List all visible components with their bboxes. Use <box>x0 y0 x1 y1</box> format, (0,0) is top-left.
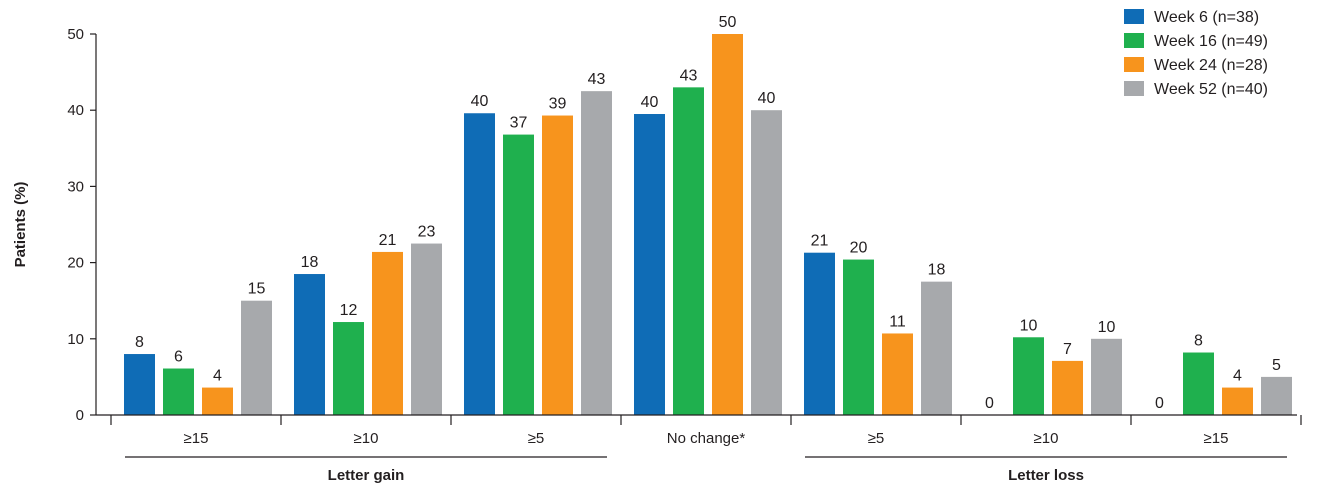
bar-3-2 <box>372 251 403 415</box>
legend-swatch-3 <box>1124 57 1144 72</box>
data-label-1-4: 40 <box>641 94 659 111</box>
data-label-4-6: 10 <box>1098 319 1116 336</box>
bar-3-4 <box>712 34 743 415</box>
y-axis-title: Patients (%) <box>12 182 29 268</box>
legend-label-2: Week 16 (n=49) <box>1154 33 1268 50</box>
data-label-1-3: 40 <box>471 93 489 110</box>
bar-1-2 <box>294 274 325 415</box>
data-label-2-4: 43 <box>680 67 698 84</box>
bar-1-5 <box>804 252 835 415</box>
group-label-2: Letter loss <box>1008 467 1084 484</box>
bar-3-5 <box>882 333 913 415</box>
x-tick-label-5: ≥5 <box>868 430 885 447</box>
bar-2-6 <box>1013 337 1044 415</box>
bar-4-1 <box>241 300 272 415</box>
data-label-4-7: 5 <box>1272 357 1281 374</box>
legend: Week 6 (n=38) Week 16 (n=49) Week 24 (n=28… <box>1124 9 1268 98</box>
bar-2-5 <box>843 259 874 415</box>
y-tick-label-1: 0 <box>76 407 84 424</box>
data-label-3-3: 39 <box>549 96 567 113</box>
data-label-2-5: 20 <box>850 240 868 257</box>
legend-swatch-4 <box>1124 81 1144 96</box>
y-tick-label-3: 20 <box>67 255 84 272</box>
bars-layer <box>124 34 1292 416</box>
bar-1-4 <box>634 114 665 415</box>
data-label-1-6: 0 <box>985 395 994 412</box>
x-tick-label-2: ≥10 <box>354 430 379 447</box>
bar-2-1 <box>163 368 194 415</box>
bar-2-4 <box>673 87 704 415</box>
data-label-3-6: 7 <box>1063 341 1072 358</box>
bar-2-2 <box>333 322 364 415</box>
bar-3-7 <box>1222 387 1253 415</box>
data-label-4-3: 43 <box>588 71 606 88</box>
data-label-4-4: 40 <box>758 90 776 107</box>
y-tick-label-2: 10 <box>67 331 84 348</box>
bar-3-6 <box>1052 360 1083 415</box>
data-label-3-7: 4 <box>1233 368 1242 385</box>
data-label-3-1: 4 <box>213 368 222 385</box>
bar-1-1 <box>124 354 155 415</box>
data-label-1-2: 18 <box>301 254 319 271</box>
x-tick-label-1: ≥15 <box>184 430 209 447</box>
data-label-2-7: 8 <box>1194 333 1203 350</box>
y-tick-label-5: 40 <box>67 102 84 119</box>
x-tick-label-6: ≥10 <box>1034 430 1059 447</box>
bar-4-7 <box>1261 376 1292 415</box>
bar-4-6 <box>1091 338 1122 415</box>
legend-swatch-2 <box>1124 33 1144 48</box>
x-tick-label-3: ≥5 <box>528 430 545 447</box>
legend-label-4: Week 52 (n=40) <box>1154 81 1268 98</box>
data-label-4-5: 18 <box>928 262 946 279</box>
y-tick-label-6: 50 <box>67 26 84 43</box>
bar-3-3 <box>542 115 573 415</box>
bar-4-5 <box>921 281 952 415</box>
data-label-2-1: 6 <box>174 349 183 366</box>
group-label-1: Letter gain <box>328 467 405 484</box>
x-tick-label-7: ≥15 <box>1204 430 1229 447</box>
bar-3-1 <box>202 387 233 415</box>
data-label-4-1: 15 <box>248 281 266 298</box>
legend-label-1: Week 6 (n=38) <box>1154 9 1259 26</box>
data-label-1-7: 0 <box>1155 395 1164 412</box>
data-label-2-2: 12 <box>340 302 358 319</box>
bar-4-2 <box>411 243 442 415</box>
legend-label-3: Week 24 (n=28) <box>1154 57 1268 74</box>
bar-1-3 <box>464 113 495 416</box>
y-tick-label-4: 30 <box>67 178 84 195</box>
x-tick-label-4: No change* <box>667 430 746 447</box>
bar-2-7 <box>1183 352 1214 415</box>
data-label-2-6: 10 <box>1020 317 1038 334</box>
bar-2-3 <box>503 134 534 416</box>
data-label-2-3: 37 <box>510 115 528 132</box>
legend-swatch-1 <box>1124 9 1144 24</box>
data-label-3-2: 21 <box>379 232 397 249</box>
bar-4-3 <box>581 91 612 416</box>
bar-4-4 <box>751 110 782 415</box>
data-label-3-5: 11 <box>889 313 906 330</box>
data-label-4-2: 23 <box>418 224 436 241</box>
data-label-1-5: 21 <box>811 233 829 250</box>
data-label-1-1: 8 <box>135 334 144 351</box>
data-label-3-4: 50 <box>719 14 737 31</box>
